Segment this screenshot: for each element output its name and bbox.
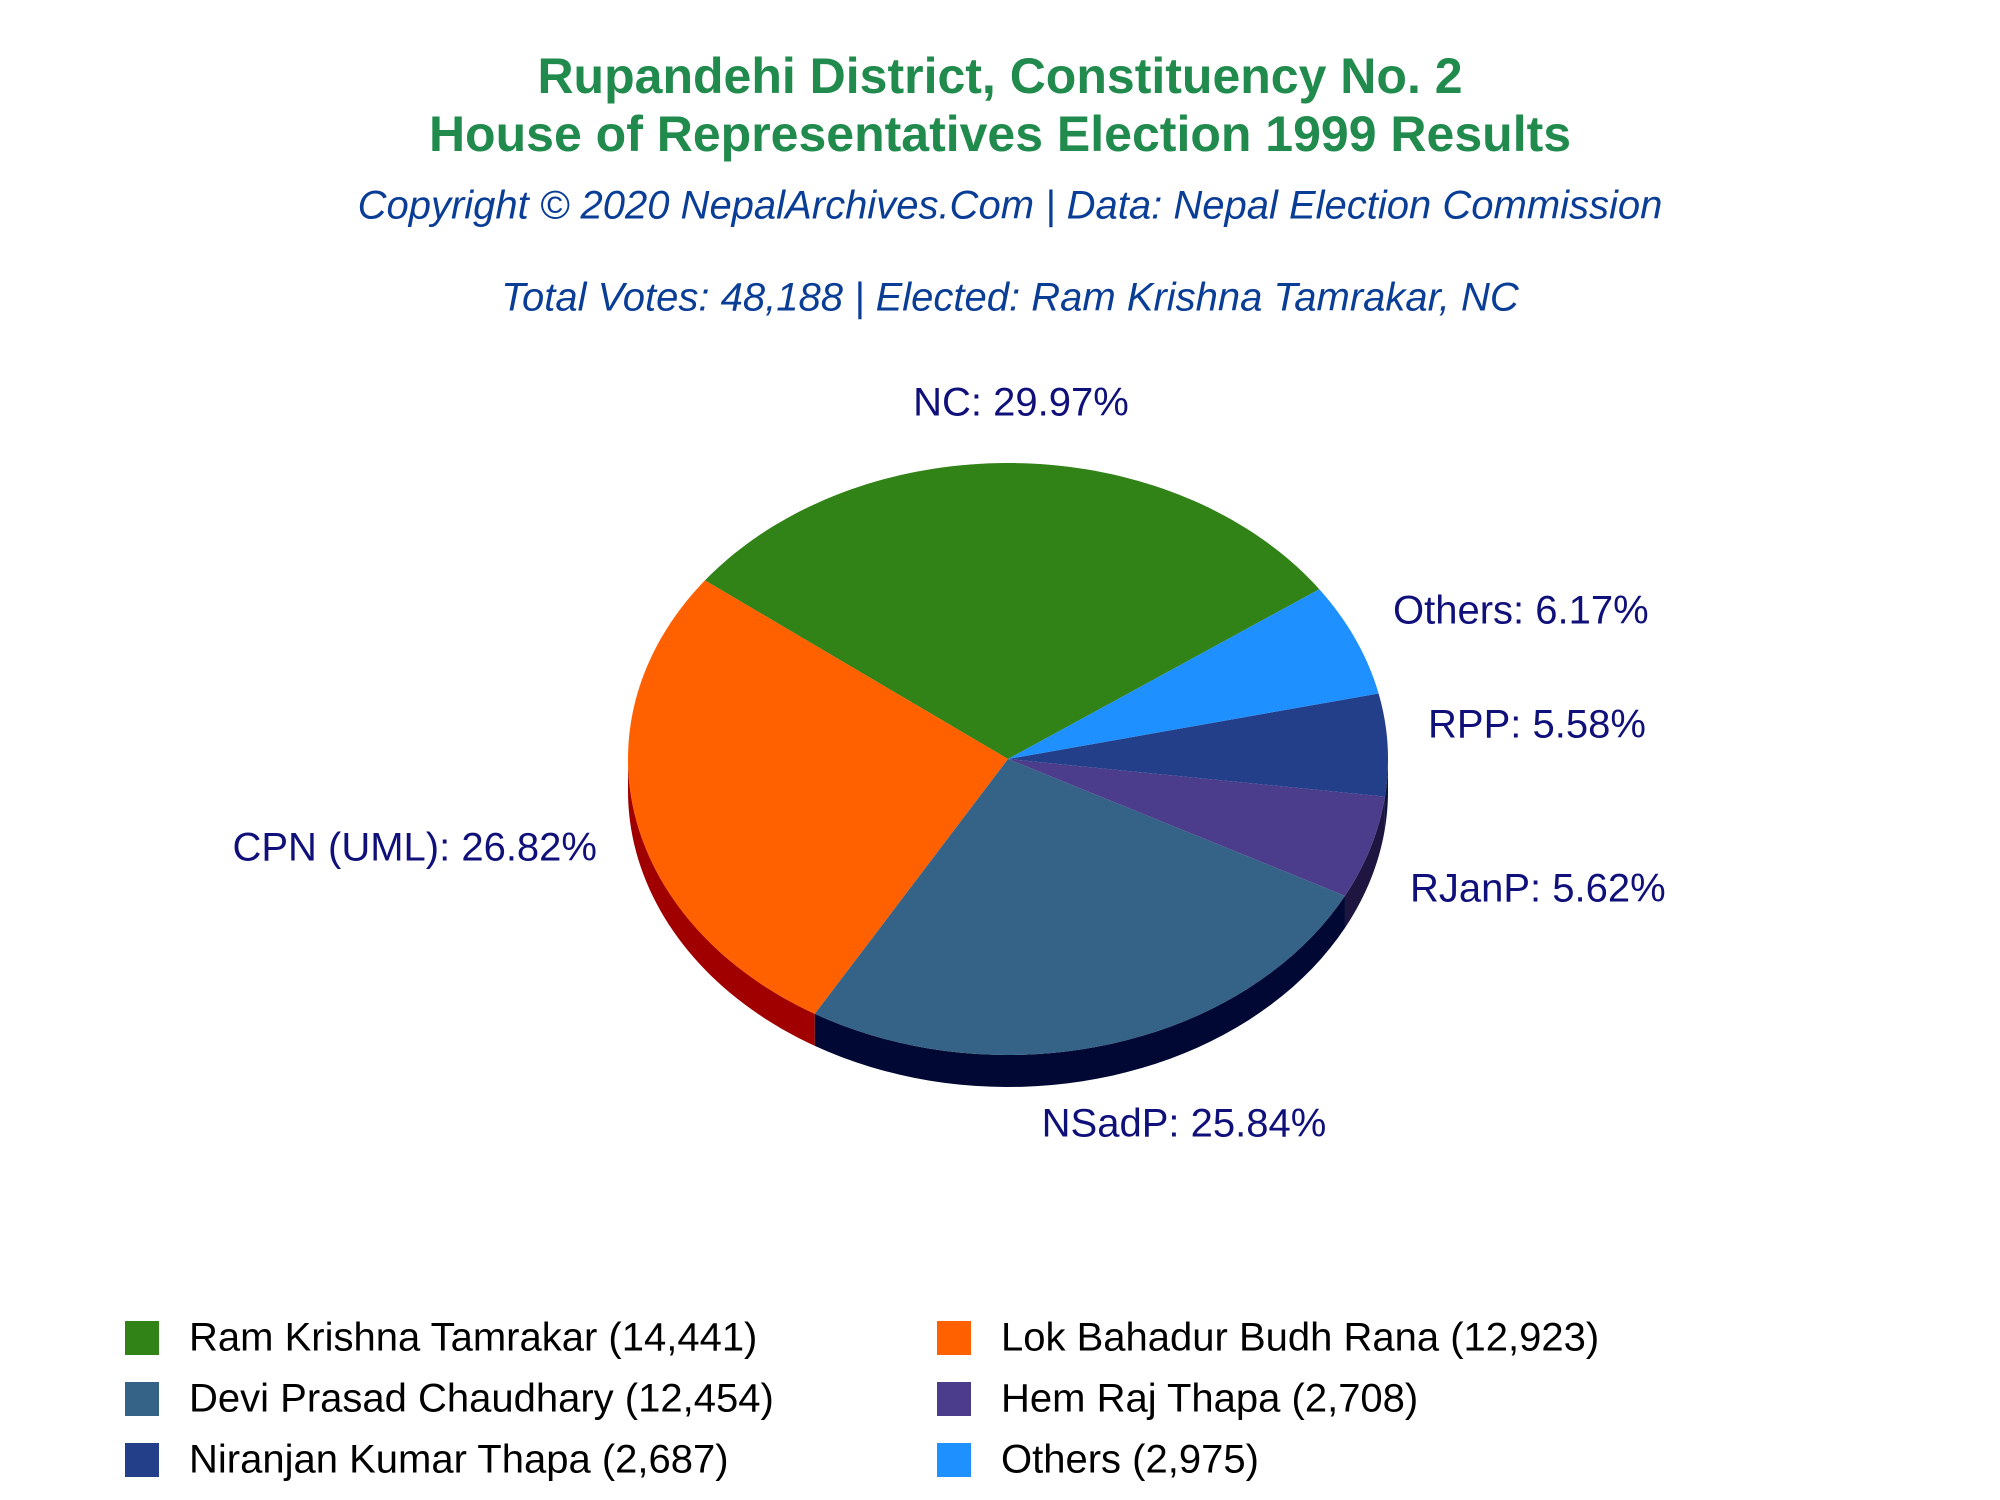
legend-label: Lok Bahadur Budh Rana (12,923) [1001,1316,1599,1360]
slice-label: NSadP: 25.84% [1042,1102,1327,1146]
title: House of Representatives Election 1999 R… [429,106,1571,162]
slice [704,463,1320,759]
slice-label: CPN (UML): 26.82% [232,826,597,870]
legend-swatch [125,1443,159,1477]
title: Rupandehi District, Constituency No. 2 [537,48,1462,104]
slice-side [628,759,815,1046]
legend-label: Others (2,975) [1001,1438,1259,1482]
legend-swatch [125,1321,159,1355]
slice-side [1384,759,1388,829]
slice-side [814,895,1345,1087]
legend-label: Hem Raj Thapa (2,708) [1001,1377,1418,1421]
slice [1008,759,1385,896]
legend-swatch [125,1382,159,1416]
legend-swatch [937,1382,971,1416]
slice-label: RJanP: 5.62% [1410,867,1666,911]
legend-label: Devi Prasad Chaudhary (12,454) [189,1377,774,1421]
slice-label: RPP: 5.58% [1428,703,1646,747]
legend-swatch [937,1321,971,1355]
slice [628,580,1008,1014]
slice [1008,693,1388,797]
note: Total Votes: 48,188 | Elected: Ram Krish… [501,276,1520,320]
slice-label: NC: 29.97% [913,381,1129,425]
slice-side [1344,796,1385,928]
legend-swatch [937,1443,971,1477]
legend-label: Niranjan Kumar Thapa (2,687) [189,1438,729,1482]
slice [1008,589,1379,759]
slice-label: Others: 6.17% [1393,589,1649,633]
legend-label: Ram Krishna Tamrakar (14,441) [189,1316,757,1360]
slice [814,759,1345,1055]
subtitle: Copyright © 2020 NepalArchives.Com | Dat… [358,184,1663,228]
